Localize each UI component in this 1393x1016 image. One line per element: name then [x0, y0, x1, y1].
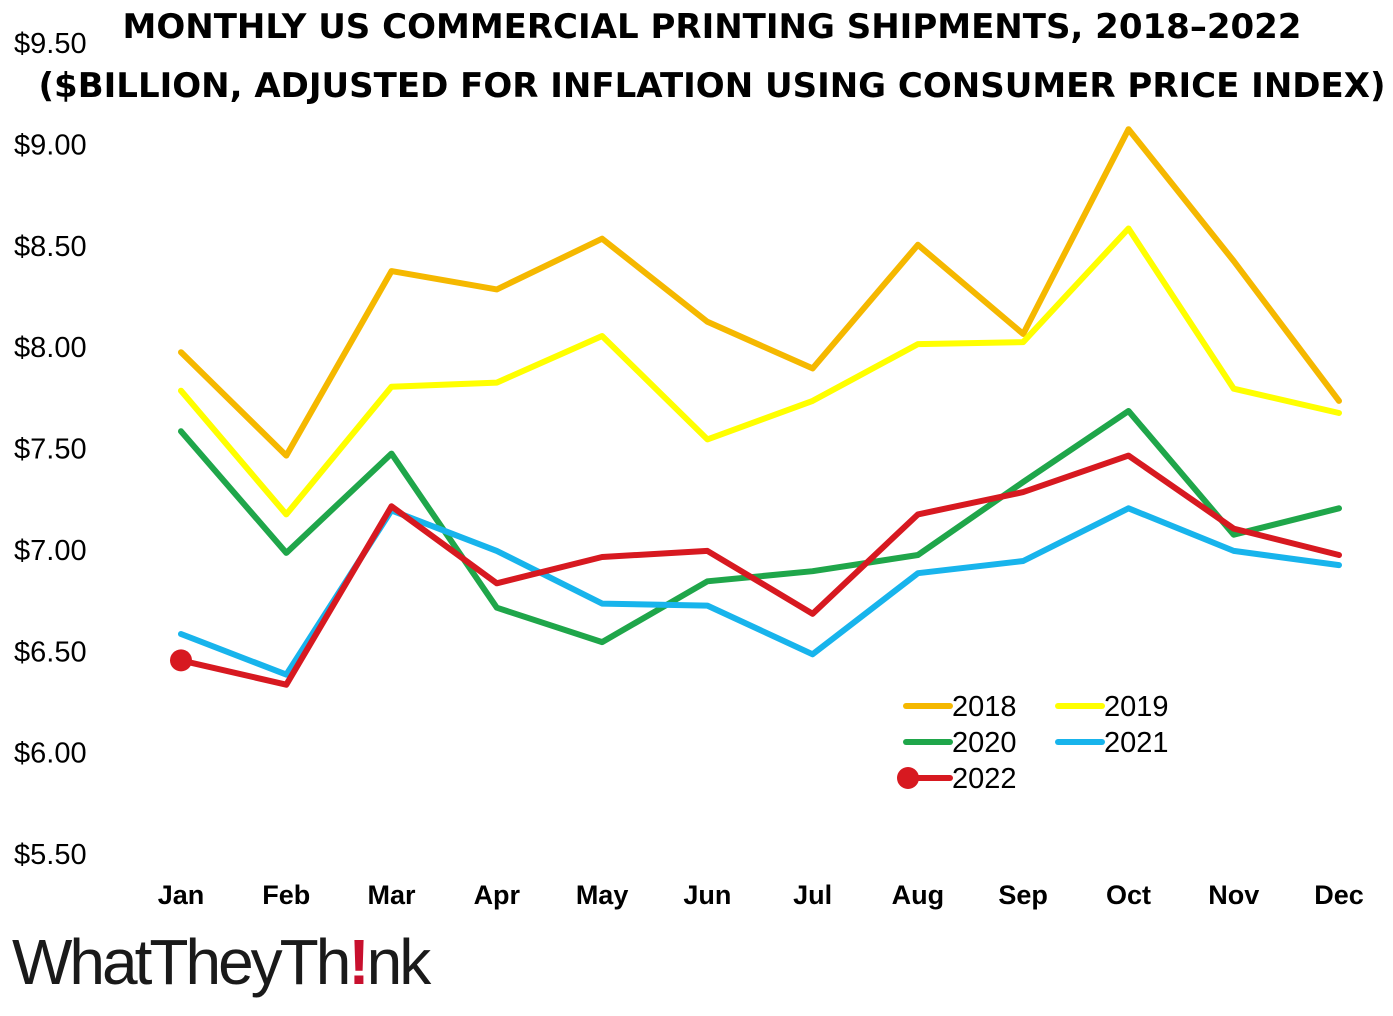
whattheythink-logo: WhatTheyTh!nk: [12, 930, 431, 994]
y-tick-label: $8.00: [14, 332, 87, 364]
x-tick-label: Mar: [368, 880, 417, 910]
x-tick-label: Jan: [158, 880, 205, 910]
legend-label-2019: 2019: [1104, 691, 1169, 723]
legend-label-2022: 2022: [952, 763, 1017, 795]
legend: 2018 2019 2020 2021 2022: [897, 691, 1169, 795]
legend-label-2021: 2021: [1104, 727, 1169, 759]
series-line-2022: [178, 452, 1342, 688]
x-tick-label: Oct: [1106, 880, 1151, 910]
y-tick-label: $6.50: [14, 636, 87, 668]
x-tick-label: Aug: [892, 880, 944, 910]
x-tick-label: Apr: [474, 880, 521, 910]
x-tick-label: Jul: [793, 880, 832, 910]
logo-text-part2: nk: [366, 926, 432, 998]
x-tick-label: Nov: [1208, 880, 1259, 910]
x-tick-label: Feb: [262, 880, 310, 910]
y-tick-label: $5.50: [14, 839, 87, 871]
x-tick-label: May: [576, 880, 629, 910]
series-start-marker-2022: [170, 649, 192, 672]
y-tick-label: $9.50: [14, 28, 87, 60]
y-tick-label: $7.50: [14, 434, 87, 466]
y-tick-label: $7.00: [14, 535, 87, 567]
legend-label-2020: 2020: [952, 727, 1017, 759]
x-tick-label: Dec: [1314, 880, 1364, 910]
series-line-2021: [178, 505, 1342, 678]
y-tick-label: $6.00: [14, 738, 87, 770]
y-axis-ticks: $9.50 $9.00 $8.50 $8.00 $7.50 $7.00 $6.50 $6.00…: [14, 28, 87, 871]
series-line-2020: [178, 408, 1342, 646]
series-lines: [170, 126, 1342, 688]
y-tick-label: $8.50: [14, 231, 87, 263]
logo-text-part1: WhatTheyTh: [12, 926, 351, 998]
series-line-2019: [178, 225, 1342, 518]
y-tick-label: $9.00: [14, 129, 87, 161]
chart-title-line-2: ($BILLION, ADJUSTED FOR INFLATION USING …: [39, 66, 1386, 106]
x-tick-label: Jun: [683, 880, 731, 910]
legend-marker-2022: [897, 767, 919, 789]
x-axis-ticks: Jan Feb Mar Apr May Jun Jul Aug Sep Oct Nov Dec: [158, 880, 1364, 910]
logo-exclamation: !: [348, 926, 369, 998]
legend-label-2018: 2018: [952, 691, 1017, 723]
series-line-2018: [178, 126, 1342, 459]
chart-title-line-1: MONTHLY US COMMERCIAL PRINTING SHIPMENTS…: [123, 7, 1302, 47]
x-tick-label: Sep: [998, 880, 1048, 910]
